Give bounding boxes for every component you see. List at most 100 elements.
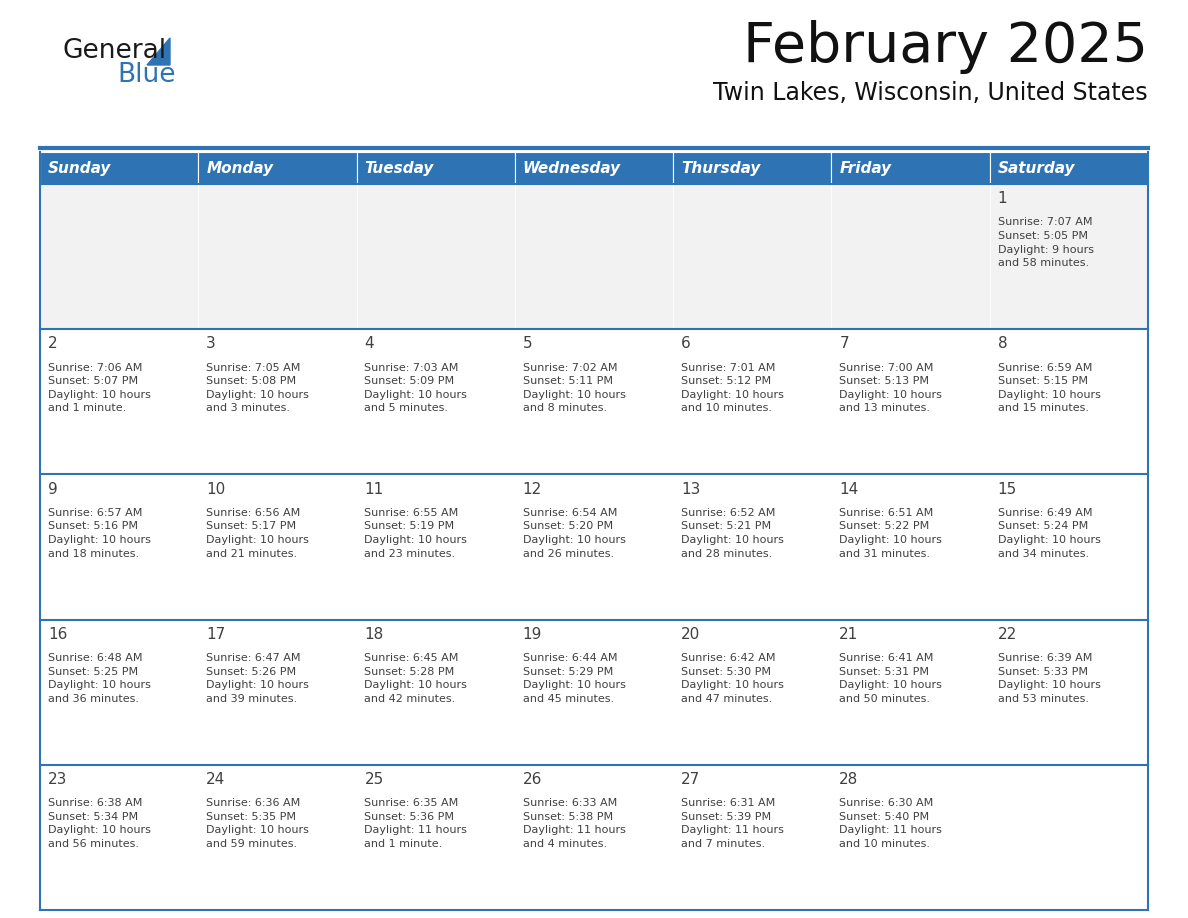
Text: Friday: Friday (840, 161, 891, 175)
Text: Sunrise: 6:54 AM
Sunset: 5:20 PM
Daylight: 10 hours
and 26 minutes.: Sunrise: 6:54 AM Sunset: 5:20 PM Dayligh… (523, 508, 626, 558)
Bar (356, 475, 514, 620)
Text: Sunrise: 7:02 AM
Sunset: 5:11 PM
Daylight: 10 hours
and 8 minutes.: Sunrise: 7:02 AM Sunset: 5:11 PM Dayligh… (523, 363, 626, 413)
Bar (990, 620, 1148, 765)
Text: Sunrise: 6:44 AM
Sunset: 5:29 PM
Daylight: 10 hours
and 45 minutes.: Sunrise: 6:44 AM Sunset: 5:29 PM Dayligh… (523, 653, 626, 704)
Bar (832, 475, 990, 620)
Text: Sunrise: 6:45 AM
Sunset: 5:28 PM
Daylight: 10 hours
and 42 minutes.: Sunrise: 6:45 AM Sunset: 5:28 PM Dayligh… (365, 653, 467, 704)
Text: Sunrise: 7:03 AM
Sunset: 5:09 PM
Daylight: 10 hours
and 5 minutes.: Sunrise: 7:03 AM Sunset: 5:09 PM Dayligh… (365, 363, 467, 413)
Text: Sunrise: 6:56 AM
Sunset: 5:17 PM
Daylight: 10 hours
and 21 minutes.: Sunrise: 6:56 AM Sunset: 5:17 PM Dayligh… (207, 508, 309, 558)
Text: 6: 6 (681, 337, 690, 352)
Text: Twin Lakes, Wisconsin, United States: Twin Lakes, Wisconsin, United States (713, 81, 1148, 105)
Text: Sunrise: 6:38 AM
Sunset: 5:34 PM
Daylight: 10 hours
and 56 minutes.: Sunrise: 6:38 AM Sunset: 5:34 PM Dayligh… (48, 798, 151, 849)
Bar (832, 330, 990, 475)
Text: 11: 11 (365, 482, 384, 497)
Text: Blue: Blue (116, 62, 176, 88)
Text: 15: 15 (998, 482, 1017, 497)
Text: Sunrise: 6:49 AM
Sunset: 5:24 PM
Daylight: 10 hours
and 34 minutes.: Sunrise: 6:49 AM Sunset: 5:24 PM Dayligh… (998, 508, 1100, 558)
Text: Sunrise: 6:39 AM
Sunset: 5:33 PM
Daylight: 10 hours
and 53 minutes.: Sunrise: 6:39 AM Sunset: 5:33 PM Dayligh… (998, 653, 1100, 704)
Text: Sunrise: 7:00 AM
Sunset: 5:13 PM
Daylight: 10 hours
and 13 minutes.: Sunrise: 7:00 AM Sunset: 5:13 PM Dayligh… (840, 363, 942, 413)
Text: Wednesday: Wednesday (523, 161, 621, 175)
Bar (198, 330, 356, 475)
Text: 23: 23 (48, 772, 68, 787)
Text: 4: 4 (365, 337, 374, 352)
Bar (198, 475, 356, 620)
Text: 28: 28 (840, 772, 859, 787)
Bar (832, 184, 990, 330)
Text: 22: 22 (998, 627, 1017, 642)
Text: Sunrise: 6:47 AM
Sunset: 5:26 PM
Daylight: 10 hours
and 39 minutes.: Sunrise: 6:47 AM Sunset: 5:26 PM Dayligh… (207, 653, 309, 704)
Bar (514, 620, 674, 765)
Text: 8: 8 (998, 337, 1007, 352)
Bar (514, 152, 674, 184)
Bar (674, 184, 832, 330)
Bar (198, 152, 356, 184)
Text: Sunrise: 6:30 AM
Sunset: 5:40 PM
Daylight: 11 hours
and 10 minutes.: Sunrise: 6:30 AM Sunset: 5:40 PM Dayligh… (840, 798, 942, 849)
Bar (40, 765, 198, 910)
Text: 27: 27 (681, 772, 700, 787)
Text: 14: 14 (840, 482, 859, 497)
Text: 12: 12 (523, 482, 542, 497)
Text: Sunrise: 6:48 AM
Sunset: 5:25 PM
Daylight: 10 hours
and 36 minutes.: Sunrise: 6:48 AM Sunset: 5:25 PM Dayligh… (48, 653, 151, 704)
Bar (40, 620, 198, 765)
Text: Sunrise: 6:52 AM
Sunset: 5:21 PM
Daylight: 10 hours
and 28 minutes.: Sunrise: 6:52 AM Sunset: 5:21 PM Dayligh… (681, 508, 784, 558)
Text: 13: 13 (681, 482, 701, 497)
Text: 25: 25 (365, 772, 384, 787)
Text: 19: 19 (523, 627, 542, 642)
Text: Sunrise: 7:07 AM
Sunset: 5:05 PM
Daylight: 9 hours
and 58 minutes.: Sunrise: 7:07 AM Sunset: 5:05 PM Dayligh… (998, 218, 1094, 268)
Bar (356, 330, 514, 475)
Text: 7: 7 (840, 337, 849, 352)
Text: 17: 17 (207, 627, 226, 642)
Text: Saturday: Saturday (998, 161, 1075, 175)
Text: 24: 24 (207, 772, 226, 787)
Text: Sunrise: 6:41 AM
Sunset: 5:31 PM
Daylight: 10 hours
and 50 minutes.: Sunrise: 6:41 AM Sunset: 5:31 PM Dayligh… (840, 653, 942, 704)
Text: 1: 1 (998, 191, 1007, 207)
Bar (356, 152, 514, 184)
Text: Sunrise: 7:06 AM
Sunset: 5:07 PM
Daylight: 10 hours
and 1 minute.: Sunrise: 7:06 AM Sunset: 5:07 PM Dayligh… (48, 363, 151, 413)
Bar (990, 475, 1148, 620)
Text: Sunrise: 6:57 AM
Sunset: 5:16 PM
Daylight: 10 hours
and 18 minutes.: Sunrise: 6:57 AM Sunset: 5:16 PM Dayligh… (48, 508, 151, 558)
Bar (40, 152, 198, 184)
Bar (514, 475, 674, 620)
Bar (356, 184, 514, 330)
Bar (514, 184, 674, 330)
Bar (198, 184, 356, 330)
Bar (832, 765, 990, 910)
Bar (674, 152, 832, 184)
Bar (674, 475, 832, 620)
Text: 18: 18 (365, 627, 384, 642)
Bar (40, 475, 198, 620)
Bar (356, 765, 514, 910)
Text: 26: 26 (523, 772, 542, 787)
Text: 3: 3 (207, 337, 216, 352)
Text: Sunrise: 7:01 AM
Sunset: 5:12 PM
Daylight: 10 hours
and 10 minutes.: Sunrise: 7:01 AM Sunset: 5:12 PM Dayligh… (681, 363, 784, 413)
Text: 5: 5 (523, 337, 532, 352)
Text: Thursday: Thursday (681, 161, 760, 175)
Text: February 2025: February 2025 (742, 20, 1148, 74)
Text: 21: 21 (840, 627, 859, 642)
Text: 9: 9 (48, 482, 58, 497)
Bar (40, 330, 198, 475)
Text: Sunrise: 6:55 AM
Sunset: 5:19 PM
Daylight: 10 hours
and 23 minutes.: Sunrise: 6:55 AM Sunset: 5:19 PM Dayligh… (365, 508, 467, 558)
Text: 2: 2 (48, 337, 57, 352)
Bar (990, 330, 1148, 475)
Text: 10: 10 (207, 482, 226, 497)
Text: Tuesday: Tuesday (365, 161, 434, 175)
Text: Monday: Monday (207, 161, 273, 175)
Bar (198, 765, 356, 910)
Text: Sunrise: 6:31 AM
Sunset: 5:39 PM
Daylight: 11 hours
and 7 minutes.: Sunrise: 6:31 AM Sunset: 5:39 PM Dayligh… (681, 798, 784, 849)
Text: Sunrise: 6:33 AM
Sunset: 5:38 PM
Daylight: 11 hours
and 4 minutes.: Sunrise: 6:33 AM Sunset: 5:38 PM Dayligh… (523, 798, 626, 849)
Text: Sunrise: 6:36 AM
Sunset: 5:35 PM
Daylight: 10 hours
and 59 minutes.: Sunrise: 6:36 AM Sunset: 5:35 PM Dayligh… (207, 798, 309, 849)
Text: 16: 16 (48, 627, 68, 642)
Bar (674, 620, 832, 765)
Bar (356, 620, 514, 765)
Bar (674, 765, 832, 910)
Text: Sunrise: 6:42 AM
Sunset: 5:30 PM
Daylight: 10 hours
and 47 minutes.: Sunrise: 6:42 AM Sunset: 5:30 PM Dayligh… (681, 653, 784, 704)
Text: 20: 20 (681, 627, 700, 642)
Text: General: General (62, 38, 166, 64)
Bar (514, 765, 674, 910)
Bar (514, 330, 674, 475)
Text: Sunrise: 6:59 AM
Sunset: 5:15 PM
Daylight: 10 hours
and 15 minutes.: Sunrise: 6:59 AM Sunset: 5:15 PM Dayligh… (998, 363, 1100, 413)
Bar (674, 330, 832, 475)
Bar (832, 620, 990, 765)
Bar (990, 765, 1148, 910)
